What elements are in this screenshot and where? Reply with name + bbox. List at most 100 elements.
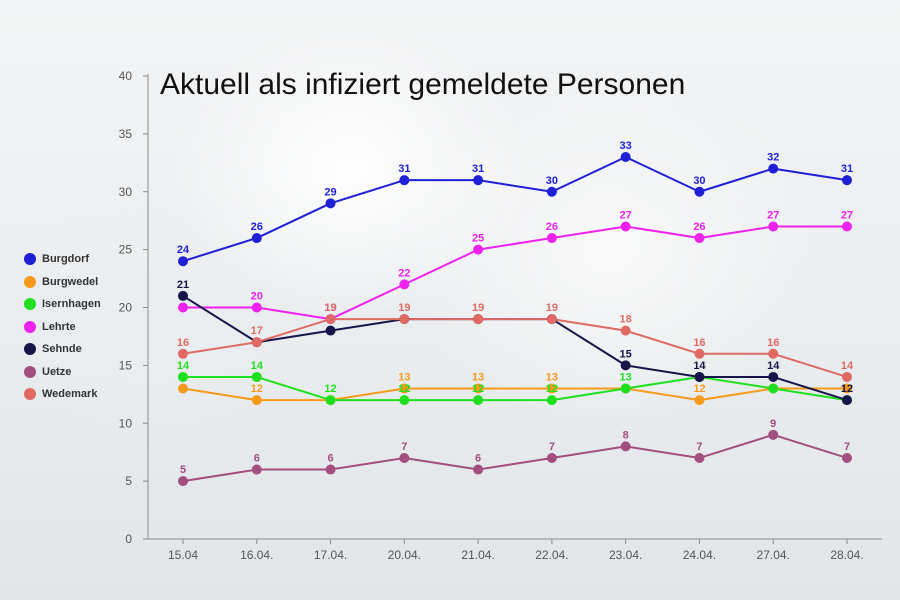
data-point-burgwedel	[399, 383, 410, 394]
data-label-isernhagen: 14	[251, 360, 264, 372]
series-line-burgdorf	[182, 156, 848, 263]
data-label-isernhagen: 12	[324, 383, 336, 395]
y-tick-label: 5	[125, 474, 132, 488]
x-tick-label: 17.04.	[314, 548, 347, 562]
data-point-wedemark	[251, 337, 262, 348]
series-line-uetze	[182, 433, 848, 483]
data-label-wedemark: 19	[398, 302, 410, 314]
data-label-uetze: 5	[180, 464, 186, 476]
data-label-isernhagen: 12	[398, 383, 410, 395]
data-point-wedemark	[473, 314, 484, 325]
legend-swatch	[24, 388, 36, 401]
data-point-uetze	[178, 476, 188, 487]
data-label-lehrte: 25	[472, 233, 484, 245]
data-point-uetze	[842, 452, 852, 463]
data-label-uetze: 7	[696, 441, 702, 453]
data-label-burgwedel: 12	[251, 383, 263, 395]
y-tick-label: 25	[119, 243, 133, 257]
data-point-uetze	[399, 452, 410, 463]
y-tick-label: 20	[119, 301, 133, 315]
data-point-burgwedel	[842, 383, 852, 394]
data-label-lehrte: 26	[693, 221, 705, 233]
y-tick-label: 30	[119, 185, 133, 199]
legend-item-sehnde: Sehnde	[24, 338, 101, 361]
data-label-lehrte: 26	[546, 221, 558, 233]
data-label-uetze: 8	[623, 429, 629, 441]
x-tick-label: 24.04.	[683, 548, 716, 562]
chart-legend: Burgdorf Burgwedel Isernhagen Lehrte Sehnde U…	[24, 248, 101, 406]
data-label-burgdorf: 31	[472, 163, 484, 175]
data-point-burgwedel	[178, 383, 188, 394]
data-label-sehnde: 14	[767, 360, 780, 372]
data-point-burgdorf	[251, 233, 262, 244]
legend-swatch	[24, 275, 36, 288]
data-point-lehrte	[473, 244, 484, 255]
data-label-wedemark: 16	[177, 337, 189, 349]
legend-swatch	[24, 343, 36, 356]
data-label-burgdorf: 24	[177, 244, 190, 256]
data-label-wedemark: 19	[324, 302, 336, 314]
data-point-burgwedel	[694, 395, 705, 406]
data-point-uetze	[768, 429, 779, 440]
data-point-lehrte	[694, 233, 705, 244]
data-point-lehrte	[178, 302, 188, 313]
data-label-uetze: 6	[254, 453, 260, 465]
legend-swatch	[24, 320, 36, 333]
y-tick-label: 10	[119, 416, 133, 430]
data-label-wedemark: 14	[841, 360, 854, 372]
data-label-sehnde: 12	[841, 383, 853, 395]
data-point-burgdorf	[842, 175, 852, 186]
data-point-uetze	[473, 464, 484, 475]
data-point-uetze	[546, 452, 557, 463]
data-point-isernhagen	[620, 383, 631, 394]
data-point-wedemark	[620, 325, 631, 336]
y-tick-label: 0	[125, 532, 132, 546]
data-label-isernhagen: 12	[546, 383, 558, 395]
data-point-burgdorf	[178, 256, 188, 267]
data-label-lehrte: 27	[767, 209, 779, 221]
x-tick-label: 23.04.	[609, 548, 642, 562]
data-point-isernhagen	[473, 395, 484, 406]
data-point-wedemark	[546, 314, 557, 325]
data-label-burgdorf: 33	[620, 140, 632, 152]
data-point-burgdorf	[473, 175, 484, 186]
data-point-burgdorf	[325, 198, 336, 209]
data-point-uetze	[694, 452, 705, 463]
legend-swatch	[24, 253, 36, 266]
x-tick-label: 27.04.	[757, 548, 790, 562]
data-label-burgwedel: 13	[398, 372, 410, 384]
data-point-sehnde	[768, 371, 779, 382]
data-label-wedemark: 16	[693, 337, 705, 349]
data-point-wedemark	[694, 348, 705, 359]
data-label-lehrte: 19	[324, 302, 336, 314]
data-label-wedemark: 19	[472, 302, 484, 314]
legend-label: Sehnde	[42, 343, 82, 356]
data-point-burgdorf	[694, 186, 705, 197]
data-label-isernhagen: 12	[472, 383, 484, 395]
data-label-wedemark: 17	[251, 325, 263, 337]
x-tick-label: 22.04.	[535, 548, 568, 562]
data-point-sehnde	[694, 371, 705, 382]
legend-item-uetze: Uetze	[24, 361, 101, 384]
x-tick-label: 20.04.	[388, 548, 421, 562]
data-label-uetze: 6	[475, 453, 481, 465]
data-label-wedemark: 19	[546, 302, 558, 314]
data-label-uetze: 7	[549, 441, 555, 453]
data-point-sehnde	[178, 290, 188, 301]
data-point-lehrte	[399, 279, 410, 290]
data-point-isernhagen	[768, 383, 779, 394]
data-label-sehnde: 15	[620, 348, 632, 360]
data-point-uetze	[251, 464, 262, 475]
data-point-wedemark	[325, 314, 336, 325]
data-label-lehrte: 22	[398, 267, 410, 279]
data-label-sehnde: 21	[177, 279, 189, 291]
data-label-isernhagen: 13	[620, 372, 632, 384]
data-label-uetze: 9	[770, 418, 776, 430]
y-tick-label: 15	[119, 358, 133, 372]
legend-item-isernhagen: Isernhagen	[24, 293, 101, 316]
chart-axes: 0 5 10 15 20 25 30 35 40 15.04 16.04. 17.04. 20.04. 2…	[119, 69, 882, 562]
data-point-uetze	[325, 464, 336, 475]
data-point-isernhagen	[325, 395, 336, 406]
